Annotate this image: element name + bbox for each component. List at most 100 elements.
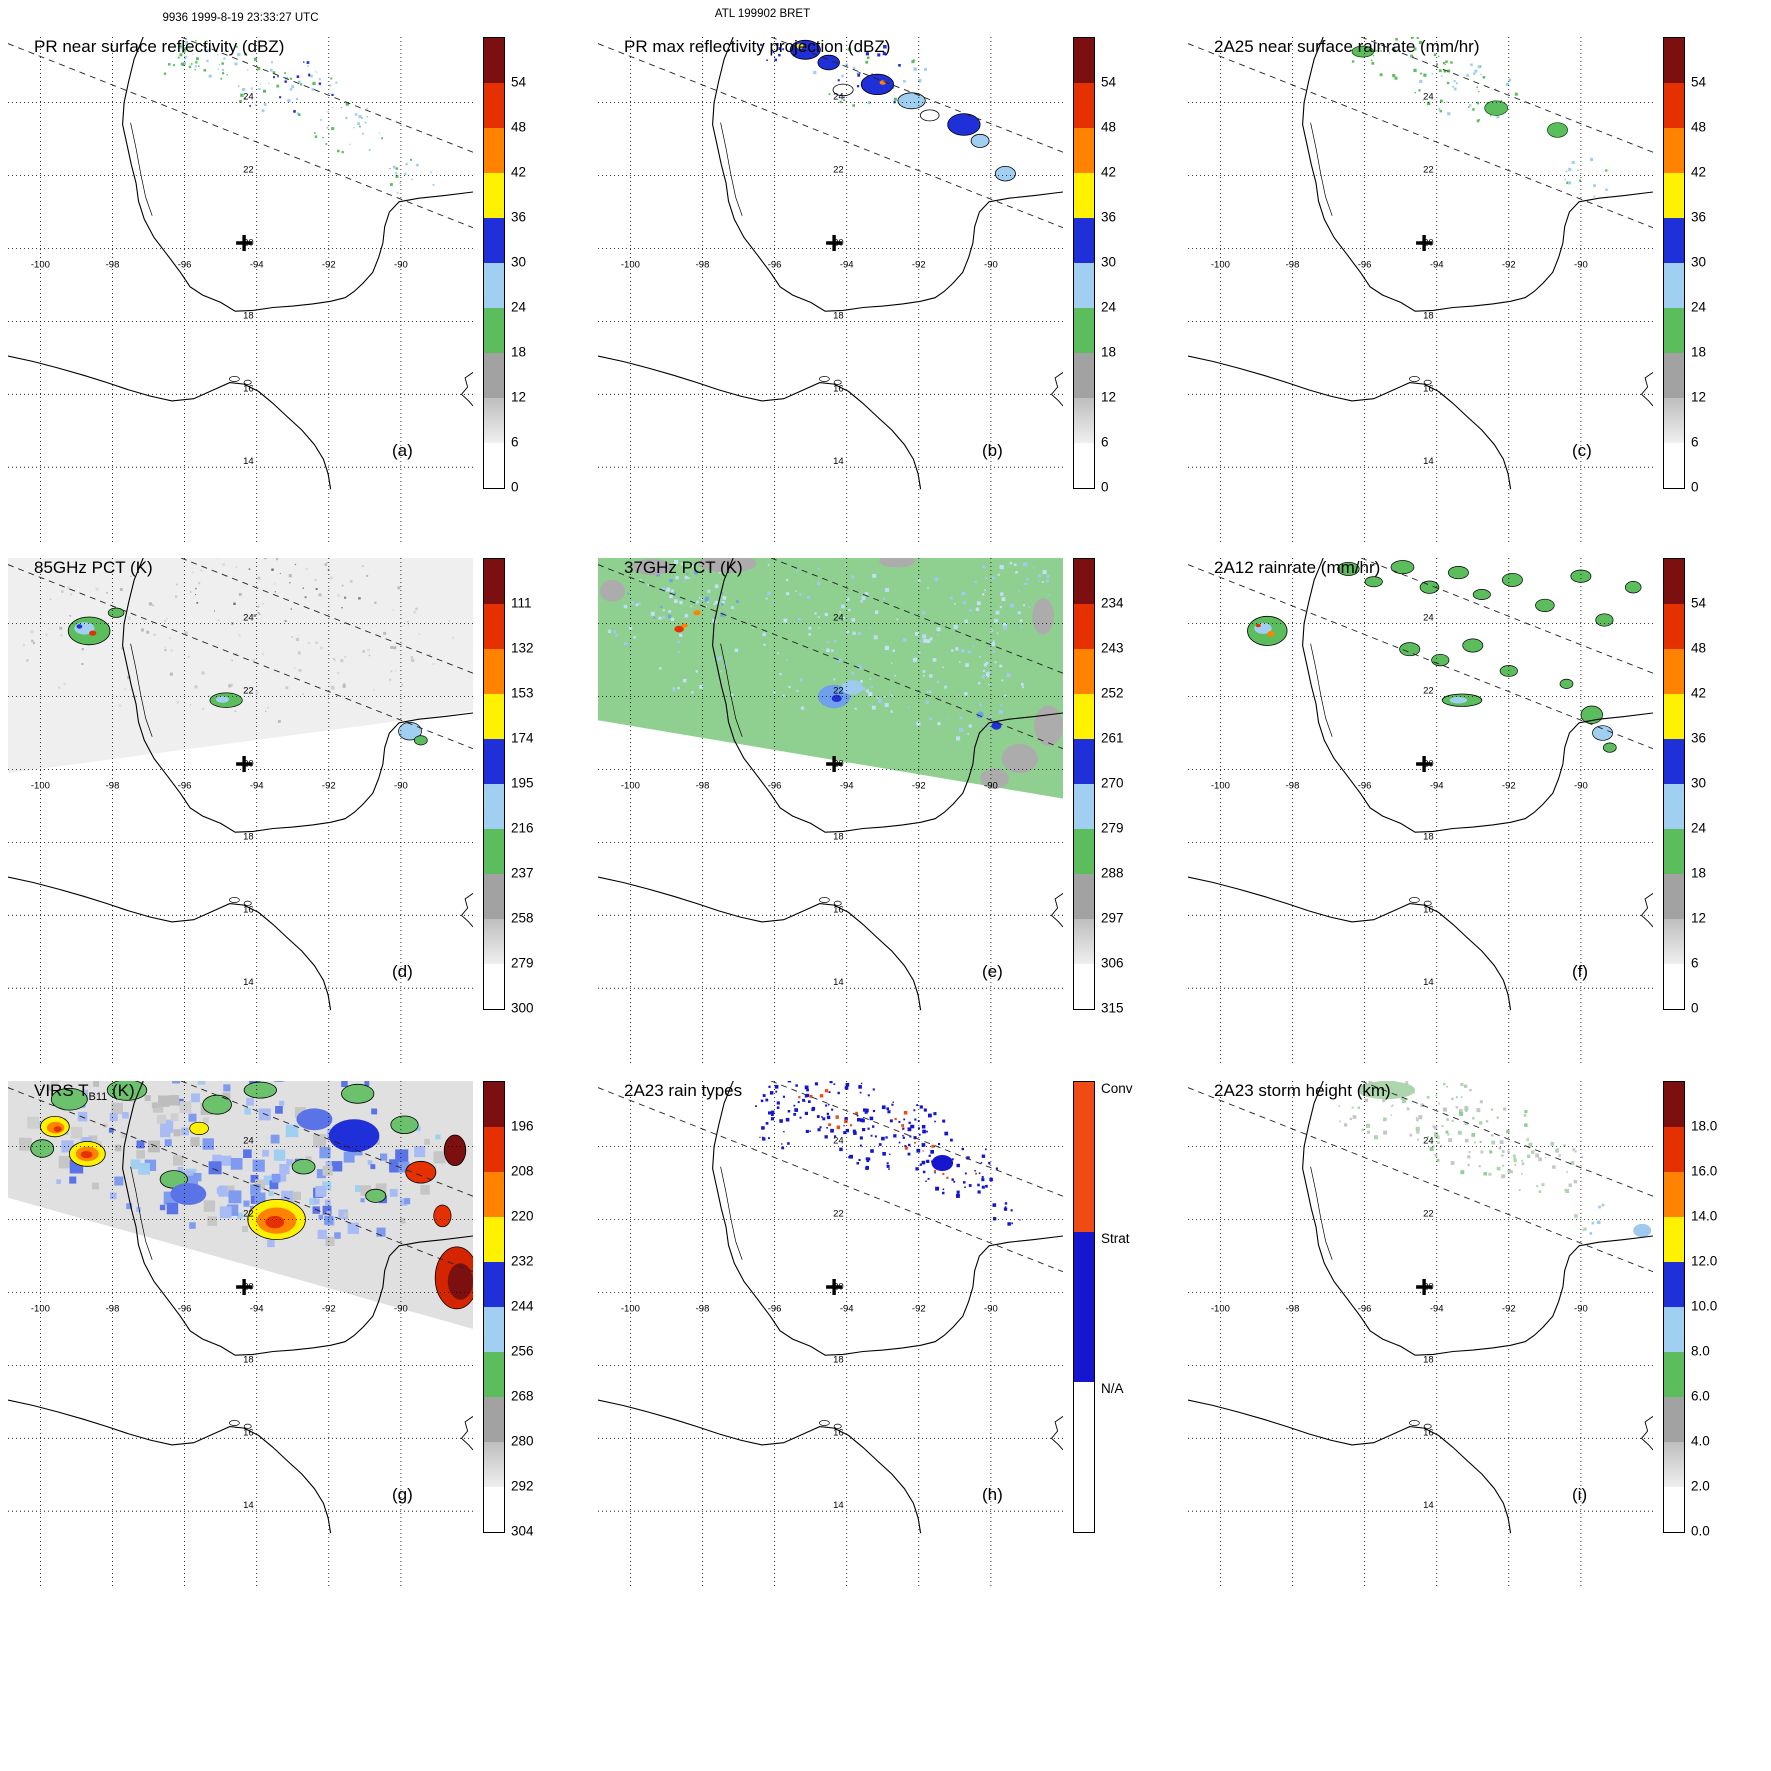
- colorbar-band: [484, 128, 504, 173]
- colorbar-band: [484, 1307, 504, 1352]
- colorbar-band: [1664, 1442, 1684, 1487]
- colorbar-band: [1664, 649, 1684, 694]
- colorbar-tick-label: 174: [511, 730, 534, 746]
- colorbar-band: [484, 1352, 504, 1397]
- colorbar-band: [1074, 38, 1094, 83]
- lon-label: -92: [1502, 781, 1516, 792]
- lat-label: 16: [243, 1427, 254, 1438]
- storm-center-marker: [1416, 1279, 1433, 1295]
- colorbar-tick-label: 153: [511, 685, 534, 701]
- panel-letter: (b): [982, 441, 1003, 460]
- gridlines: [8, 37, 473, 542]
- colorbar-band: [1664, 739, 1684, 784]
- colorbar-category-label: Conv: [1101, 1081, 1133, 1096]
- lat-label: 24: [833, 92, 844, 103]
- geo-labels: -100-98-96-94-92-90242220181614: [621, 1136, 998, 1512]
- colorbar: 304 292 280 268 256 244 232 220 208 196: [483, 1081, 587, 1537]
- colorbar-tick-label: 36: [1101, 209, 1117, 225]
- colorbar-ticks: 0 6 12 18 24 30 36 42 48 54: [1691, 37, 1765, 493]
- map-layers: -100-98-96-94-92-90242220181614: [8, 1081, 473, 1586]
- swath-edge-lines: [598, 1081, 1063, 1273]
- panel-title-part: (K): [107, 1081, 135, 1100]
- colorbar-tick-label: 30: [1691, 254, 1707, 270]
- lon-label: -96: [178, 260, 192, 271]
- lat-label: 16: [833, 383, 844, 394]
- colorbar-bar: [1073, 1081, 1095, 1533]
- map-layers: -100-98-96-94-92-90242220181614: [1188, 37, 1653, 542]
- colorbar-band: [1664, 1217, 1684, 1262]
- lat-label: 14: [833, 1500, 844, 1511]
- colorbar-tick-label: 258: [511, 910, 534, 926]
- colorbar-tick-label: 24: [511, 299, 527, 315]
- map-panel: -100-98-96-94-92-90242220181614 37GHz PC…: [590, 521, 1180, 1063]
- lat-label: 18: [833, 1354, 844, 1365]
- lat-label: 16: [243, 383, 254, 394]
- lon-label: -96: [768, 781, 782, 792]
- lon-label: -98: [106, 260, 120, 271]
- colorbar-band: [484, 739, 504, 784]
- lon-label: -100: [1211, 260, 1230, 271]
- panel-letter: (f): [1572, 962, 1589, 981]
- colorbar-band: [484, 443, 504, 488]
- colorbar-band: [1664, 218, 1684, 263]
- colorbar-band: [484, 1217, 504, 1262]
- storm-center-marker: [236, 756, 253, 772]
- swath-edge-lines: [598, 37, 1063, 229]
- geo-labels: -100-98-96-94-92-90242220181614: [31, 92, 408, 468]
- colorbar-band: [1074, 83, 1094, 128]
- map-canvas: -100-98-96-94-92-90242220181614: [1188, 1081, 1653, 1586]
- lon-label: -94: [250, 1304, 264, 1315]
- colorbar-band: [1664, 559, 1684, 604]
- gridlines: [8, 1081, 473, 1586]
- colorbar-ticks: 0.0 2.0 4.0 6.0 8.0 10.0 12.0 14.0 16.0 18.0: [1691, 1081, 1765, 1537]
- colorbar-tick-label: 12: [1691, 910, 1707, 926]
- storm-center-marker: [1416, 756, 1433, 772]
- colorbar-tick-label: 280: [511, 1433, 534, 1449]
- colorbar-band: [1074, 218, 1094, 263]
- lat-label: 16: [243, 904, 254, 915]
- coastline: [8, 558, 473, 1011]
- colorbar-tick-label: 132: [511, 640, 534, 656]
- colorbar-tick-label: 2.0: [1691, 1478, 1710, 1494]
- colorbar-band: [484, 649, 504, 694]
- lon-label: -90: [394, 1304, 408, 1315]
- gridlines: [1188, 558, 1653, 1063]
- gridlines: [1188, 1081, 1653, 1586]
- lat-label: 22: [1423, 686, 1434, 697]
- lon-label: -98: [1286, 260, 1300, 271]
- colorbar-band: [484, 38, 504, 83]
- lat-label: 22: [1423, 1209, 1434, 1220]
- colorbar-tick-label: 48: [1691, 640, 1707, 656]
- colorbar-tick-label: 279: [1101, 820, 1124, 836]
- colorbar-band: [1664, 128, 1684, 173]
- lat-label: 24: [1423, 613, 1434, 624]
- lat-label: 16: [833, 1427, 844, 1438]
- map-area: -100-98-96-94-92-90242220181614 37GHz PC…: [598, 558, 1063, 1063]
- colorbar-ticks: 300 279 258 237 216 195 174 153 132 111: [511, 558, 585, 1014]
- colorbar-tick-label: 243: [1101, 640, 1124, 656]
- lat-label: 18: [1423, 1354, 1434, 1365]
- map-panel: -100-98-96-94-92-90242220181614 2A23 rai…: [590, 1044, 1180, 1634]
- colorbar-band: [484, 1397, 504, 1442]
- colorbar-tick-label: 306: [1101, 955, 1124, 971]
- coastline: [8, 1081, 473, 1534]
- data-overlay-layer: [760, 39, 1016, 182]
- colorbar-tick-label: 292: [511, 1478, 534, 1494]
- lat-label: 24: [243, 1136, 254, 1147]
- lon-label: -94: [1430, 260, 1444, 271]
- colorbar-ticks: 304 292 280 268 256 244 232 220 208 196: [511, 1081, 585, 1537]
- lon-label: -96: [768, 1304, 782, 1315]
- colorbar-band: [1074, 964, 1094, 1009]
- colorbar-band: [1074, 874, 1094, 919]
- coastline: [598, 1081, 1063, 1534]
- gridlines: [598, 1081, 1063, 1586]
- colorbar-band: [484, 263, 504, 308]
- colorbar-tick-label: 315: [1101, 1000, 1124, 1016]
- map-canvas: -100-98-96-94-92-90242220181614: [8, 1081, 473, 1586]
- lon-label: -100: [1211, 781, 1230, 792]
- colorbar-category-label: Strat: [1101, 1231, 1130, 1246]
- coastline: [1188, 1081, 1653, 1534]
- gridlines: [598, 558, 1063, 1063]
- colorbar-band: [1664, 1352, 1684, 1397]
- lon-label: -96: [178, 781, 192, 792]
